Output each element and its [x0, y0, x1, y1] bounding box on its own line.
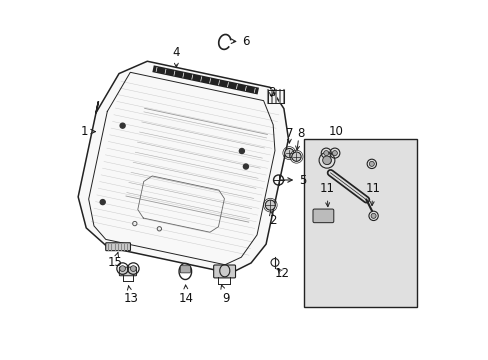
FancyBboxPatch shape: [180, 266, 190, 273]
Circle shape: [243, 164, 248, 169]
Text: 6: 6: [231, 35, 249, 49]
Circle shape: [370, 213, 375, 219]
Text: 4: 4: [172, 46, 180, 67]
Text: 11: 11: [319, 183, 334, 207]
Circle shape: [368, 161, 373, 166]
Text: 7: 7: [285, 127, 292, 140]
Circle shape: [322, 156, 330, 165]
Circle shape: [120, 123, 125, 128]
Text: 2: 2: [268, 211, 276, 227]
Circle shape: [332, 150, 337, 156]
FancyBboxPatch shape: [213, 265, 235, 278]
FancyBboxPatch shape: [105, 243, 130, 251]
Text: 11: 11: [365, 183, 380, 206]
Text: 9: 9: [221, 285, 229, 305]
Text: 1: 1: [81, 125, 95, 138]
Text: 15: 15: [107, 253, 122, 269]
Circle shape: [265, 200, 275, 210]
FancyBboxPatch shape: [312, 209, 333, 223]
Circle shape: [100, 199, 105, 204]
FancyBboxPatch shape: [303, 139, 416, 307]
Polygon shape: [78, 61, 288, 273]
Circle shape: [323, 150, 328, 156]
Circle shape: [291, 152, 301, 161]
Text: 13: 13: [123, 286, 138, 305]
Text: 8: 8: [297, 127, 304, 140]
FancyBboxPatch shape: [119, 267, 136, 276]
Circle shape: [130, 266, 136, 271]
Text: 10: 10: [328, 125, 343, 138]
Text: 5: 5: [280, 174, 306, 186]
Circle shape: [284, 148, 293, 158]
Text: 14: 14: [179, 285, 194, 305]
Circle shape: [239, 149, 244, 153]
Circle shape: [120, 266, 125, 271]
Text: 12: 12: [274, 267, 289, 280]
Text: 3: 3: [267, 86, 275, 99]
